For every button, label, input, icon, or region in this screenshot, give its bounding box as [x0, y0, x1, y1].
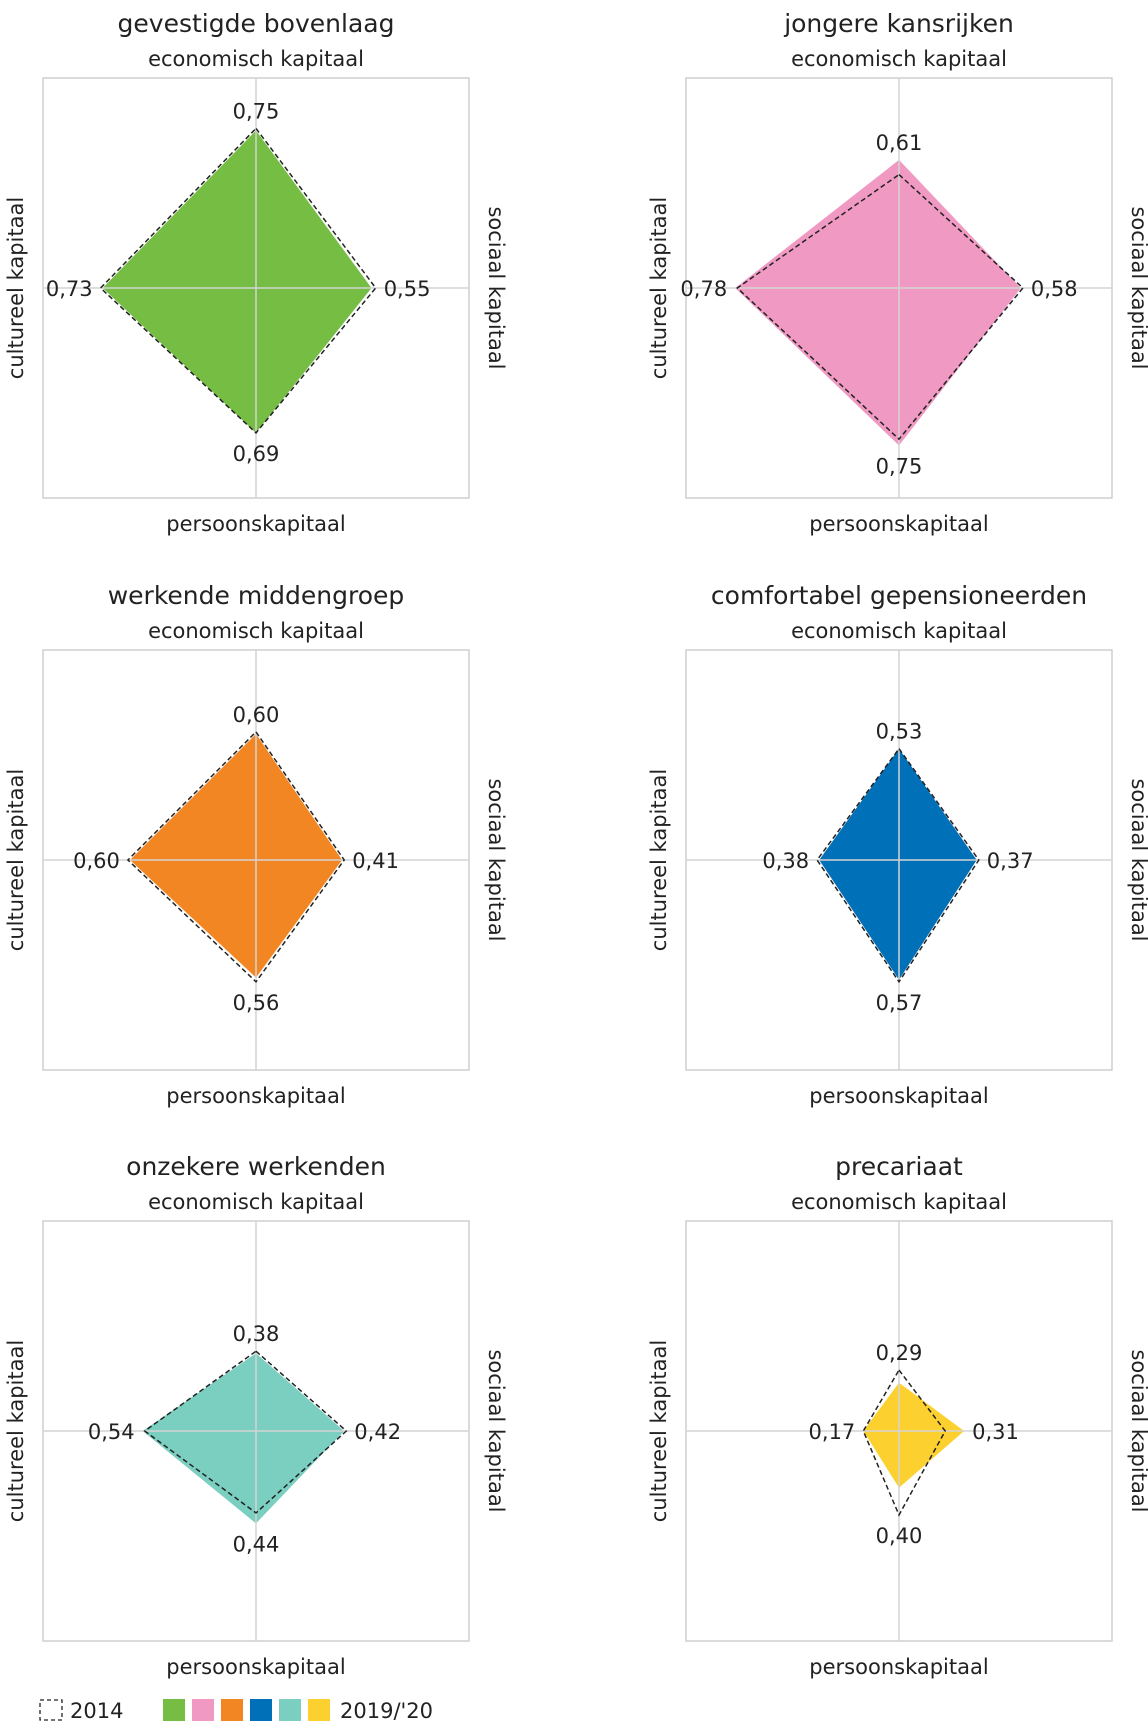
value-label-bottom: 0,44 — [233, 1532, 280, 1556]
value-label-top: 0,53 — [876, 720, 923, 744]
series-2019-polygon — [102, 130, 372, 433]
series-2019-polygon — [863, 1382, 965, 1488]
panel-title: jongere kansrijken — [783, 9, 1014, 38]
axis-label-bottom: persoonskapitaal — [809, 512, 988, 536]
value-label-top: 0,29 — [876, 1341, 923, 1365]
series-2014-polygon — [736, 173, 1024, 441]
series-2014-polygon — [143, 1350, 348, 1514]
radar-panel-5: onzekere werkenden economisch kapitaal per… — [4, 1152, 508, 1679]
legend-swatch-2019-2 — [192, 1699, 214, 1721]
radar-panel-2: jongere kansrijken economisch kapitaal per… — [647, 9, 1148, 536]
value-label-left: 0,38 — [762, 849, 809, 873]
axis-label-bottom: persoonskapitaal — [809, 1655, 988, 1679]
value-label-left: 0,78 — [680, 277, 727, 301]
legend-swatch-2014 — [39, 1699, 63, 1721]
axis-label-left: cultureel kapitaal — [647, 197, 671, 379]
value-label-right: 0,55 — [384, 277, 431, 301]
axis-label-bottom: persoonskapitaal — [166, 512, 345, 536]
legend-swatch-2019-3 — [221, 1699, 243, 1721]
axis-label-left: cultureel kapitaal — [4, 197, 28, 379]
axis-label-right: sociaal kapitaal — [484, 1349, 508, 1512]
value-label-left: 0,73 — [46, 277, 93, 301]
axis-label-left: cultureel kapitaal — [4, 1340, 28, 1522]
series-2014-polygon — [99, 127, 377, 434]
series-2019-polygon — [130, 734, 343, 978]
series-2014-polygon — [862, 1368, 947, 1517]
value-label-right: 0,41 — [352, 849, 399, 873]
value-label-bottom: 0,57 — [876, 991, 923, 1015]
axis-label-left: cultureel kapitaal — [647, 769, 671, 951]
legend-swatch-2019-4 — [250, 1699, 272, 1721]
axis-label-top: economisch kapitaal — [791, 1190, 1007, 1214]
axis-label-top: economisch kapitaal — [148, 1190, 364, 1214]
value-label-right: 0,58 — [1031, 277, 1078, 301]
legend-swatch-2019-6 — [308, 1699, 330, 1721]
legend-label-2014: 2014 — [70, 1699, 123, 1723]
axis-label-bottom: persoonskapitaal — [166, 1655, 345, 1679]
value-label-bottom: 0,75 — [876, 455, 923, 479]
axis-label-bottom: persoonskapitaal — [166, 1084, 345, 1108]
value-label-bottom: 0,56 — [233, 991, 280, 1015]
value-label-left: 0,60 — [73, 849, 120, 873]
panel-title: precariaat — [835, 1152, 963, 1181]
value-label-top: 0,61 — [876, 131, 923, 155]
value-label-right: 0,31 — [972, 1420, 1019, 1444]
axis-label-right: sociaal kapitaal — [1127, 1349, 1148, 1512]
axis-label-right: sociaal kapitaal — [484, 778, 508, 941]
series-2019-polygon — [142, 1353, 345, 1524]
value-label-top: 0,38 — [233, 1322, 280, 1346]
value-label-top: 0,60 — [233, 703, 280, 727]
legend: 2014 2019/'20 — [39, 1699, 433, 1723]
value-label-bottom: 0,69 — [233, 442, 280, 466]
axis-label-left: cultureel kapitaal — [4, 769, 28, 951]
legend-label-2019: 2019/'20 — [340, 1699, 433, 1723]
axis-label-top: economisch kapitaal — [148, 619, 364, 643]
legend-swatch-2019-5 — [279, 1699, 301, 1721]
series-2019-polygon — [735, 159, 1021, 446]
legend-swatch-2019-1 — [163, 1699, 185, 1721]
axis-label-right: sociaal kapitaal — [1127, 206, 1148, 369]
value-label-bottom: 0,40 — [876, 1524, 923, 1548]
axis-label-top: economisch kapitaal — [148, 47, 364, 71]
panel-title: onzekere werkenden — [126, 1152, 386, 1181]
panel-title: gevestigde bovenlaag — [118, 9, 395, 38]
panel-title: comfortabel gepensioneerden — [711, 581, 1087, 610]
axis-label-right: sociaal kapitaal — [484, 206, 508, 369]
value-label-right: 0,42 — [354, 1420, 401, 1444]
axis-label-top: economisch kapitaal — [791, 619, 1007, 643]
value-label-top: 0,75 — [233, 99, 280, 123]
radar-panel-3: werkende middengroep economisch kapitaal p… — [4, 581, 508, 1108]
value-label-right: 0,37 — [987, 849, 1034, 873]
value-label-left: 0,54 — [88, 1420, 135, 1444]
axis-label-left: cultureel kapitaal — [647, 1340, 671, 1522]
value-label-left: 0,17 — [809, 1420, 856, 1444]
series-2019-polygon — [819, 748, 977, 980]
series-2014-polygon — [126, 730, 346, 983]
axis-label-top: economisch kapitaal — [791, 47, 1007, 71]
axis-label-bottom: persoonskapitaal — [809, 1084, 988, 1108]
radar-panel-4: comfortabel gepensioneerden economisch ka… — [647, 581, 1148, 1108]
radar-panel-6: precariaat economisch kapitaal persoonskap… — [647, 1152, 1148, 1679]
panel-title: werkende middengroep — [108, 581, 405, 610]
axis-label-right: sociaal kapitaal — [1127, 778, 1148, 941]
series-2014-polygon — [816, 747, 980, 984]
radar-panel-1: gevestigde bovenlaag economisch kapitaal p… — [4, 9, 508, 536]
